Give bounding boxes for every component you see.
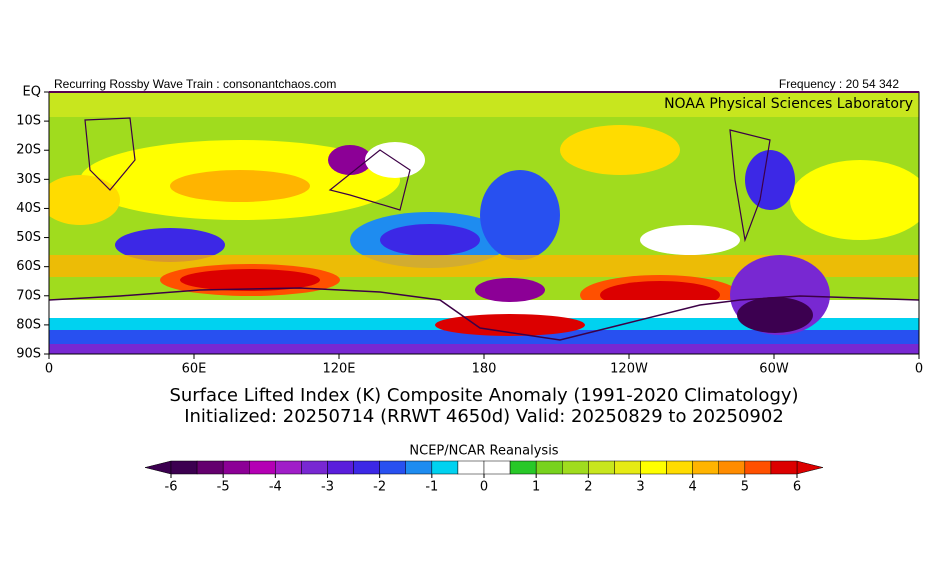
colorbar-tick-label: 5	[741, 480, 749, 495]
colorbar-box	[614, 460, 641, 475]
y-tick-label: 30S	[16, 172, 41, 187]
colorbar-tick-label: -5	[217, 480, 230, 495]
y-tick-label: 60S	[16, 259, 41, 274]
x-tick-label: 60W	[759, 362, 789, 377]
y-tick-label: 90S	[16, 347, 41, 362]
x-tick-label: 60E	[182, 362, 207, 377]
colorbar-box	[196, 460, 224, 475]
colorbar-tick-label: 0	[480, 480, 488, 495]
colorbar-box	[379, 460, 406, 475]
colorbar-box	[562, 460, 589, 475]
colorbar-box	[535, 460, 563, 475]
y-tick-label: 10S	[16, 114, 41, 129]
colorbar-box	[588, 460, 615, 475]
x-tick-label: 120E	[322, 362, 355, 377]
colorbar-box	[275, 460, 302, 475]
credit: NOAA Physical Sciences Laboratory	[664, 96, 913, 112]
x-tick-label: 0	[45, 362, 53, 377]
y-tick-label: 40S	[16, 201, 41, 216]
y-tick-label: EQ	[23, 85, 41, 100]
colorbar-extend-high	[796, 460, 824, 475]
colorbar-box	[692, 460, 720, 475]
colorbar-box	[353, 460, 380, 475]
colorbar-tick-label: -2	[373, 480, 386, 495]
colorbar-box	[718, 460, 746, 475]
colorbar-tick-label: 2	[584, 480, 592, 495]
colorbar-extend-low	[144, 460, 172, 475]
colorbar-box	[327, 460, 354, 475]
y-tick-label: 20S	[16, 143, 41, 158]
title-line: Surface Lifted Index (K) Composite Anoma…	[169, 385, 798, 406]
header-right: Frequency : 20 54 342	[779, 77, 899, 91]
colorbar-box	[509, 460, 537, 475]
colorbar-box	[170, 460, 198, 475]
colorbar-box	[666, 460, 693, 475]
colorbar-box	[301, 460, 328, 475]
colorbar-box	[640, 460, 667, 475]
colorbar-box	[405, 460, 433, 475]
colorbar-box	[222, 460, 250, 475]
colorbar-tick-label: -6	[165, 480, 178, 495]
colorbar-tick-label: -4	[269, 480, 282, 495]
title-line: Initialized: 20250714 (RRWT 4650d) Valid…	[184, 406, 784, 427]
colorbar-box	[744, 460, 772, 475]
colorbar-tick-label: -1	[425, 480, 438, 495]
y-tick-label: 80S	[16, 317, 41, 332]
colorbar-tick-label: 3	[636, 480, 644, 495]
colorbar-label: NCEP/NCAR Reanalysis	[409, 444, 558, 459]
y-tick-label: 70S	[16, 288, 41, 303]
x-tick-label: 0	[915, 362, 923, 377]
colorbar-box	[457, 460, 485, 475]
colorbar-box	[431, 460, 459, 475]
x-tick-label: 120W	[610, 362, 648, 377]
x-tick-label: 180	[472, 362, 497, 377]
colorbar-tick-label: -3	[321, 480, 334, 495]
colorbar-box	[249, 460, 276, 475]
colorbar-tick-label: 4	[689, 480, 697, 495]
colorbar-box	[483, 460, 511, 475]
colorbar-tick-label: 6	[793, 480, 801, 495]
y-tick-label: 50S	[16, 230, 41, 245]
colorbar-box	[770, 460, 798, 475]
colorbar-tick-label: 1	[532, 480, 540, 495]
field	[49, 92, 919, 354]
header-left: Recurring Rossby Wave Train : consonantc…	[54, 77, 336, 91]
